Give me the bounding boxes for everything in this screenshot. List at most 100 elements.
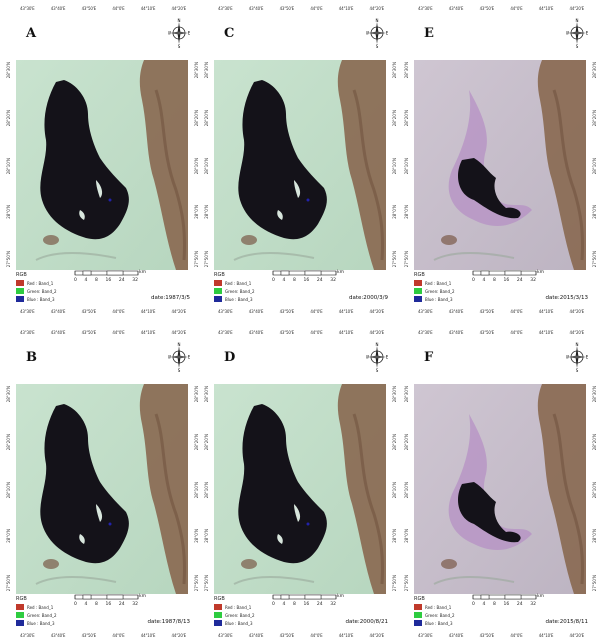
scale-bar [272,270,337,276]
longitude-label: 43°40'E [448,330,464,335]
legend-label: Red : Band_1 [27,280,54,286]
legend-swatch [414,296,422,302]
scale-tick-label: 32 [530,278,536,283]
satellite-map-image [414,384,586,594]
legend-item: Red : Band_1 [214,279,274,287]
latitude-label: 28°30'N [404,386,409,403]
scale-tick-label: 8 [493,602,496,607]
legend-title: RGB [16,596,27,602]
satellite-map-image [214,384,386,594]
legend-swatch [414,604,422,610]
longitude-ticks-bottom: 43°30'E 43°40'E 43°50'E 44°0'E 44°10'E 44°20'… [218,633,384,641]
compass-west-label: W [566,31,569,36]
legend-label: Red : Band_1 [425,604,452,610]
longitude-label: 43°40'E [448,6,464,11]
scale-tick-label: 4 [282,602,286,607]
compass-east-label: E [586,31,588,36]
legend-label: Blue : Band_3 [27,620,55,626]
island [96,180,103,198]
longitude-label: 44°20'E [171,6,187,11]
longitude-label: 44°10'E [140,633,156,638]
legend-swatch [214,620,222,626]
rgb-legend: RGB Red : Band_1 Green: Band_2 Blue : Band_… [414,272,474,303]
latitude-ticks-left: 28°30'N 28°20'N 28°10'N 28°0'N 27°50'N [6,62,12,267]
longitude-label: 43°50'E [279,6,295,11]
longitude-label: 44°20'E [569,6,585,11]
scale-tick-label: 16 [503,602,510,607]
legend-item: Blue : Band_3 [16,295,76,303]
latitude-label: 28°10'N [404,157,409,174]
scale-tick-label: 32 [330,602,336,607]
water-patch [306,522,310,526]
latitude-label: 28°0'N [194,529,199,544]
latitude-label: 27°50'N [392,574,397,591]
longitude-label: 44°20'E [569,633,585,638]
legend-label: Red : Band_1 [225,280,252,286]
longitude-label: 43°50'E [81,633,97,638]
legend-item: Green: Band_2 [16,287,76,295]
latitude-label: 28°20'N [404,433,409,451]
scale-tick-label: 4 [84,278,88,283]
legend-label: Blue : Band_3 [425,296,453,302]
latitude-ticks-right: 28°30'N 28°20'N 28°10'N 28°0'N 27°50'N [592,62,598,267]
longitude-label: 43°30'E [218,309,233,314]
panel-letter: E [424,26,434,41]
legend-label: Red : Band_1 [27,604,54,610]
longitude-label: 44°0'E [310,330,323,335]
legend-label: Red : Band_1 [225,604,252,610]
longitude-label: 44°0'E [310,6,323,11]
latitude-label: 28°20'N [204,433,209,451]
north-arrow-icon: N S W E [566,18,588,48]
satellite-map-image [16,384,188,594]
acquisition-date: date:2015/8/11 [545,619,588,625]
legend-item: Blue : Band_3 [414,619,474,627]
scale-bar [74,270,139,276]
compass-east-label: E [386,31,388,36]
scale-unit: km [139,594,146,599]
scale-tick-label: 4 [482,602,486,607]
compass-south-label: S [376,368,379,372]
legend-item: Red : Band_1 [414,603,474,611]
scale-labels: 0 4 8 16 24 32 [74,602,138,607]
mountain-region [337,60,386,270]
latitude-label: 28°30'N [194,386,199,403]
compass-north-label: N [178,18,181,23]
scale-tick-label: 16 [303,602,310,607]
latitude-label: 28°20'N [392,433,397,451]
longitude-label: 44°10'E [538,330,554,335]
latitude-label: 28°10'N [392,481,397,498]
legend-title: RGB [414,272,425,278]
longitude-label: 44°0'E [112,6,125,11]
latitude-label: 28°30'N [6,62,11,79]
legend-label: Red : Band_1 [425,280,452,286]
longitude-label: 44°10'E [140,330,156,335]
island [79,534,85,544]
map-panel-b: 43°30'E 43°40'E 43°50'E 44°0'E 44°10'E 44°20'… [6,328,200,643]
satellite-map-image [214,60,386,270]
latitude-label: 27°50'N [592,574,597,591]
longitude-label: 43°40'E [248,6,264,11]
legend-swatch [214,604,222,610]
latitude-label: 28°30'N [194,62,199,79]
longitude-ticks-top: 43°30'E 43°40'E 43°50'E 44°0'E 44°10'E 44°20'… [218,330,384,338]
latitude-label: 28°10'N [204,157,209,174]
mountain-region [139,60,188,270]
longitude-label: 44°10'E [538,633,554,638]
scale-tick-label: 0 [74,602,77,607]
latitude-ticks-right: 28°30'N 28°20'N 28°10'N 28°0'N 27°50'N [194,62,200,267]
island [277,534,283,544]
compass-north-label: N [576,342,579,347]
scale-tick-label: 0 [272,602,275,607]
longitude-label: 43°40'E [248,309,264,314]
longitude-label: 44°20'E [171,309,187,314]
longitude-label: 44°20'E [369,633,385,638]
compass-east-label: E [586,355,588,360]
scale-labels: 0 4 8 16 24 32 [272,602,336,607]
longitude-label: 43°30'E [218,6,233,11]
longitude-label: 44°20'E [369,309,385,314]
longitude-label: 44°0'E [510,330,523,335]
scale-tick-label: 32 [530,602,536,607]
latitude-label: 27°50'N [194,250,199,267]
north-arrow-icon: N S W E [168,342,190,372]
compass-west-label: W [566,355,569,360]
